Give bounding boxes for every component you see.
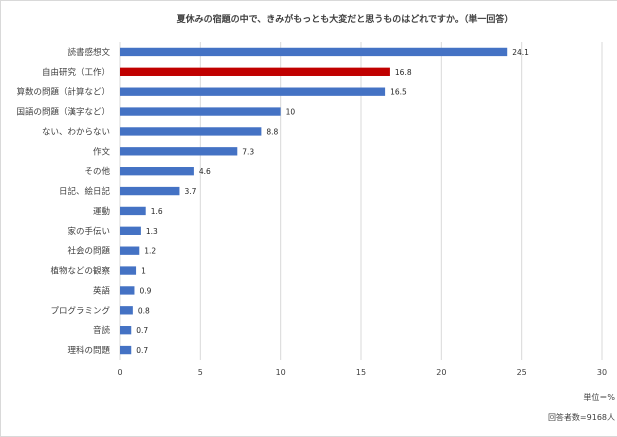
bar bbox=[120, 345, 132, 355]
bar bbox=[120, 87, 386, 96]
respondents-note: 回答者数=9168人 bbox=[547, 413, 615, 422]
data-label: 0.7 bbox=[136, 346, 148, 355]
x-tick-label: 0 bbox=[117, 368, 122, 377]
category-label: 植物などの観察 bbox=[50, 266, 110, 277]
category-label: 音読 bbox=[93, 325, 111, 336]
data-label: 1.6 bbox=[151, 207, 163, 216]
bar bbox=[120, 107, 281, 116]
category-label: 理科の問題 bbox=[67, 345, 110, 356]
bar bbox=[120, 127, 262, 136]
category-label: 作文 bbox=[93, 146, 111, 157]
x-tick-label: 10 bbox=[276, 368, 286, 377]
bar bbox=[120, 266, 137, 275]
category-label: 運動 bbox=[93, 206, 110, 217]
category-label: 算数の問題（計算など） bbox=[16, 87, 110, 98]
data-label: 7.3 bbox=[242, 147, 254, 156]
data-label: 16.5 bbox=[390, 88, 407, 97]
bar bbox=[120, 47, 508, 57]
data-label: 0.7 bbox=[136, 326, 148, 335]
category-label: その他 bbox=[84, 166, 110, 177]
data-label: 8.8 bbox=[266, 127, 278, 136]
category-label: ない、わからない bbox=[42, 127, 110, 137]
data-label: 1.2 bbox=[144, 247, 156, 256]
bar bbox=[120, 226, 141, 235]
category-label: 日記、絵日記 bbox=[59, 186, 111, 197]
bar bbox=[120, 186, 180, 196]
x-tick-label: 25 bbox=[517, 368, 527, 377]
chart-title: 夏休みの宿題の中で、きみがもっとも大変だと思うものはどれですか。（単一回答） bbox=[176, 13, 514, 25]
data-label: 10 bbox=[286, 108, 296, 117]
category-label: 英語 bbox=[93, 285, 111, 296]
category-label: 社会の問題 bbox=[67, 246, 110, 257]
data-label: 0.8 bbox=[138, 306, 150, 315]
data-label: 1.3 bbox=[146, 227, 158, 236]
bar bbox=[120, 206, 146, 216]
data-label: 0.9 bbox=[139, 286, 151, 295]
x-tick-label: 5 bbox=[198, 368, 203, 377]
x-tick-label: 30 bbox=[597, 368, 607, 377]
data-label: 1 bbox=[141, 267, 146, 276]
data-label: 4.6 bbox=[199, 167, 211, 176]
category-label: 自由研究（工作） bbox=[42, 67, 110, 78]
category-label: プログラミング bbox=[50, 305, 110, 316]
data-label: 24.1 bbox=[512, 48, 529, 57]
data-label: 16.8 bbox=[395, 68, 412, 77]
data-label: 3.7 bbox=[184, 187, 196, 196]
bar bbox=[120, 67, 390, 76]
bar bbox=[120, 326, 132, 335]
x-tick-label: 20 bbox=[436, 368, 446, 377]
bar bbox=[120, 246, 140, 255]
bars bbox=[120, 47, 508, 355]
unit-note: 単位＝% bbox=[583, 393, 615, 402]
category-label: 読書感想文 bbox=[67, 47, 110, 58]
bar bbox=[120, 167, 194, 176]
category-label: 国語の問題（漢字など） bbox=[16, 107, 110, 118]
x-tick-labels: 0 5 10 15 20 25 30 bbox=[117, 368, 607, 377]
bar bbox=[120, 306, 133, 315]
category-label: 家の手伝い bbox=[67, 226, 110, 237]
bar bbox=[120, 286, 135, 295]
data-labels: 24.1 16.8 16.5 10 8.8 7.3 4.6 3.7 1.6 1.3 1.2 1 0.9 0… bbox=[136, 48, 529, 355]
x-tick-label: 15 bbox=[356, 368, 366, 377]
bar bbox=[120, 147, 238, 156]
